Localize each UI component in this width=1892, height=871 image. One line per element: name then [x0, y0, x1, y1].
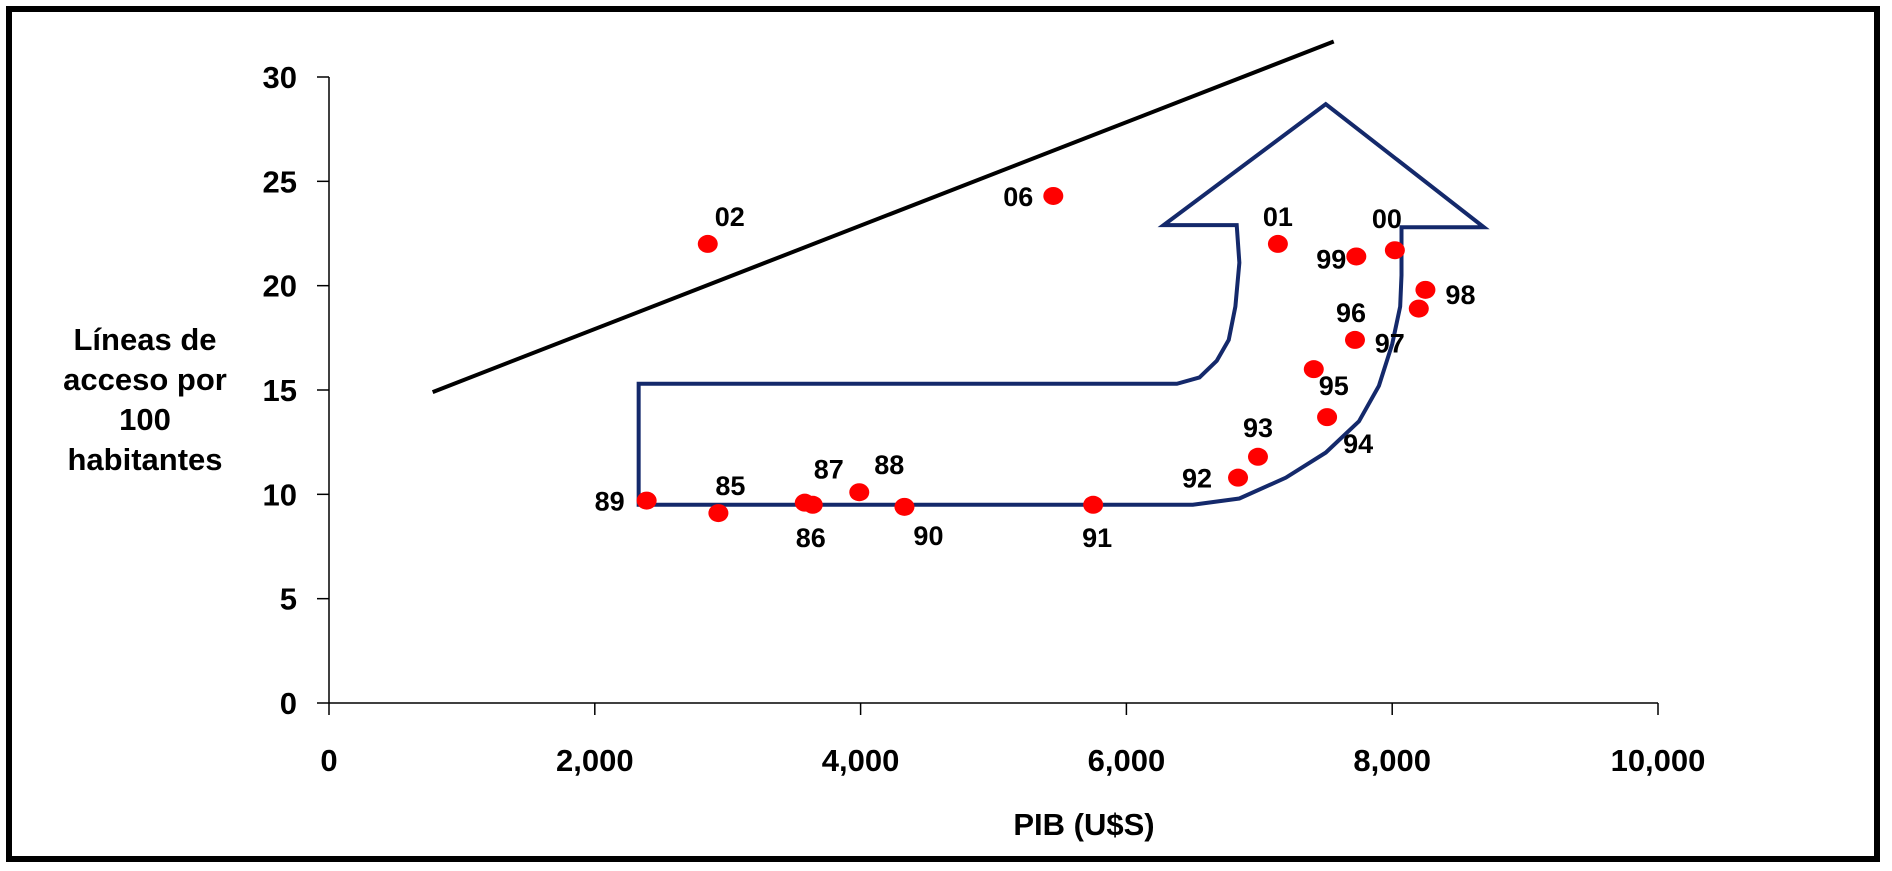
chart-frame: [6, 6, 1880, 862]
data-label-88: 88: [874, 450, 904, 480]
x-axis-title: PIB (U$S): [1013, 807, 1154, 842]
y-axis-title: Líneas de acceso por 100 habitantes: [63, 322, 227, 477]
data-point-88: [849, 483, 870, 502]
data-label-97: 97: [1375, 329, 1405, 359]
data-label-02: 02: [715, 202, 745, 232]
data-label-89: 89: [595, 487, 625, 517]
data-label-01: 01: [1263, 202, 1293, 232]
x-tick-label: 4,000: [822, 743, 900, 778]
data-label-90: 90: [913, 521, 943, 551]
y-tick-label: 0: [280, 686, 297, 721]
data-point-89: [636, 491, 657, 510]
data-label-98: 98: [1445, 280, 1475, 310]
y-tick-label: 5: [280, 582, 297, 617]
data-point-00: [1384, 241, 1405, 260]
data-label-86: 86: [796, 523, 826, 553]
x-tick-label: 0: [320, 743, 337, 778]
data-point-87: [794, 493, 815, 512]
data-point-02: [697, 234, 718, 253]
arrow-annotation: [636, 101, 1490, 507]
y-tick-label: 20: [263, 269, 297, 304]
data-label-99: 99: [1316, 244, 1346, 274]
y-tick-label: 10: [263, 477, 297, 512]
data-label-94: 94: [1343, 429, 1373, 459]
data-point-01: [1267, 234, 1288, 253]
x-tick-label: 8,000: [1353, 743, 1431, 778]
data-label-87: 87: [814, 455, 844, 485]
data-label-95: 95: [1319, 371, 1349, 401]
data-point-06: [1043, 186, 1064, 205]
x-tick-label: 2,000: [556, 743, 634, 778]
data-point-85: [708, 504, 729, 523]
y-tick-label: 30: [263, 60, 297, 95]
data-label-93: 93: [1243, 413, 1273, 443]
trend-line: [431, 39, 1335, 394]
data-label-06: 06: [1003, 182, 1033, 212]
data-point-93: [1247, 447, 1268, 466]
data-label-00: 00: [1372, 204, 1402, 234]
y-tick-label: 15: [263, 373, 297, 408]
data-point-90: [894, 497, 915, 516]
data-label-92: 92: [1182, 464, 1212, 494]
y-tick-label: 25: [263, 164, 297, 199]
data-point-92: [1228, 468, 1249, 487]
data-point-96: [1344, 330, 1365, 349]
data-point-97: [1408, 299, 1429, 318]
data-point-91: [1083, 495, 1104, 514]
data-label-96: 96: [1336, 298, 1366, 328]
data-label-85: 85: [715, 471, 745, 501]
data-label-91: 91: [1082, 523, 1112, 553]
data-point-95: [1303, 360, 1324, 379]
x-tick-label: 10,000: [1611, 743, 1706, 778]
data-point-98: [1415, 280, 1436, 299]
x-tick-label: 6,000: [1088, 743, 1166, 778]
data-point-94: [1317, 408, 1338, 427]
data-point-99: [1346, 247, 1367, 266]
